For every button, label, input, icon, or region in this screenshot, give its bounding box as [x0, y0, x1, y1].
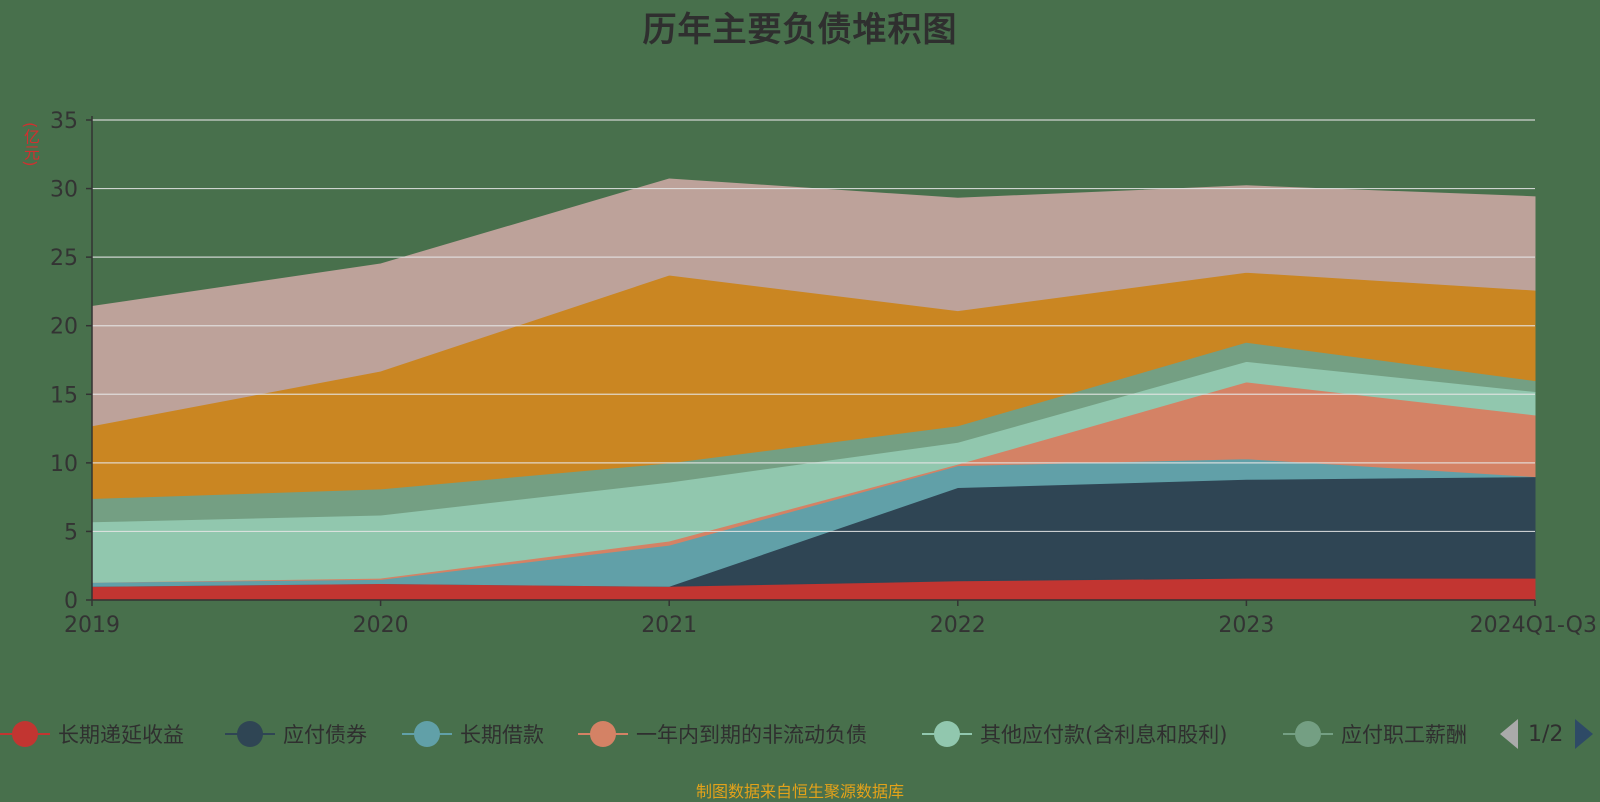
x-tick-label: 2020: [353, 613, 409, 638]
legend-item-4[interactable]: 其他应付款(含利息和股利): [922, 716, 1272, 752]
legend-item-3[interactable]: 一年内到期的非流动负债: [578, 716, 908, 752]
legend-next-arrow-icon[interactable]: [1575, 719, 1594, 749]
data-source-note: 制图数据来自恒生聚源数据库: [695, 782, 904, 801]
legend-label: 其他应付款(含利息和股利): [980, 723, 1228, 747]
legend-marker-icon: [402, 719, 452, 749]
legend-marker-icon: [578, 719, 628, 749]
legend-label: 应付职工薪酬: [1341, 723, 1467, 747]
legend-item-5[interactable]: 应付职工薪酬: [1283, 716, 1483, 752]
area-series-7: [91, 178, 1536, 427]
legend-marker-icon: [1283, 719, 1333, 749]
legend-prev-arrow-icon[interactable]: [1500, 719, 1518, 749]
x-tick-label: 2021: [641, 613, 697, 638]
axes: 0 5 10 15 20 25 30 35 2019 2020 2021 2022 2023 2024Q1…: [50, 109, 1597, 638]
y-tick-label: 15: [50, 383, 78, 408]
y-axis-unit: (亿元): [21, 122, 40, 167]
legend-label: 应付债券: [283, 723, 367, 747]
x-tick-label: 2024Q1-Q3: [1470, 613, 1597, 638]
legend-item-0[interactable]: 长期递延收益: [0, 716, 210, 752]
legend-marker-icon: [225, 719, 275, 749]
legend-page-indicator: 1/2: [1528, 721, 1564, 747]
legend-marker-icon: [922, 719, 972, 749]
y-tick-label: 10: [50, 452, 78, 477]
y-tick-label: 35: [50, 109, 78, 134]
legend-item-1[interactable]: 应付债券: [225, 716, 395, 752]
legend-label: 一年内到期的非流动负债: [636, 723, 867, 747]
grid-lines: [92, 119, 1535, 533]
x-tick-label: 2022: [930, 613, 986, 638]
legend-item-2[interactable]: 长期借款: [402, 716, 572, 752]
legend-pager: 1/2: [1500, 716, 1594, 752]
chart-plot: 0 5 10 15 20 25 30 35 2019 2020 2021 2022 2023 2024Q1…: [50, 109, 1597, 638]
y-tick-label: 0: [64, 589, 78, 614]
legend-marker-icon: [0, 719, 50, 749]
chart-title: 历年主要负债堆积图: [642, 10, 958, 50]
x-tick-label: 2019: [64, 613, 120, 638]
y-tick-label: 25: [50, 246, 78, 271]
legend: 长期递延收益 应付债券 长期借款 一年内到期的非流动负债 其他应付款(含利息和股利) 应付…: [0, 716, 1600, 756]
legend-label: 长期借款: [460, 723, 544, 747]
area-layers: [91, 178, 1536, 601]
y-tick-label: 5: [64, 520, 78, 545]
legend-label: 长期递延收益: [58, 723, 184, 747]
y-tick-label: 20: [50, 315, 78, 340]
y-tick-label: 30: [50, 178, 78, 203]
x-tick-label: 2023: [1218, 613, 1274, 638]
